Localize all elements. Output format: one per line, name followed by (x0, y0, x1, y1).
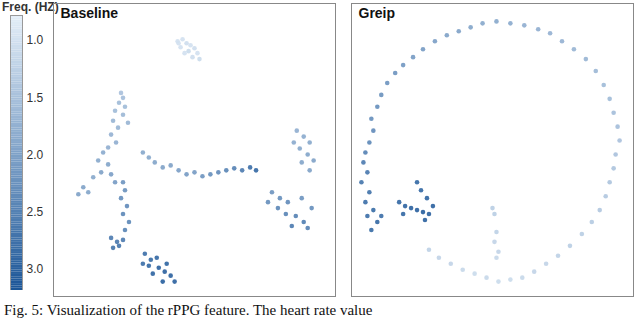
svg-text:1.5: 1.5 (27, 90, 44, 104)
html-text:Fig. 5: Visualization of the r: Fig. 5: Visualization of the rPPG featur… (4, 302, 373, 318)
svg-text:Greip: Greip (359, 5, 396, 21)
svg-text:2.0: 2.0 (27, 148, 44, 162)
svg-text:Baseline: Baseline (61, 5, 119, 21)
svg-text:3.0: 3.0 (27, 262, 44, 276)
svg-text:2.5: 2.5 (27, 205, 44, 219)
svg-text:1.0: 1.0 (27, 33, 44, 47)
html-text:Freq. (HZ): Freq. (HZ) (2, 0, 59, 14)
